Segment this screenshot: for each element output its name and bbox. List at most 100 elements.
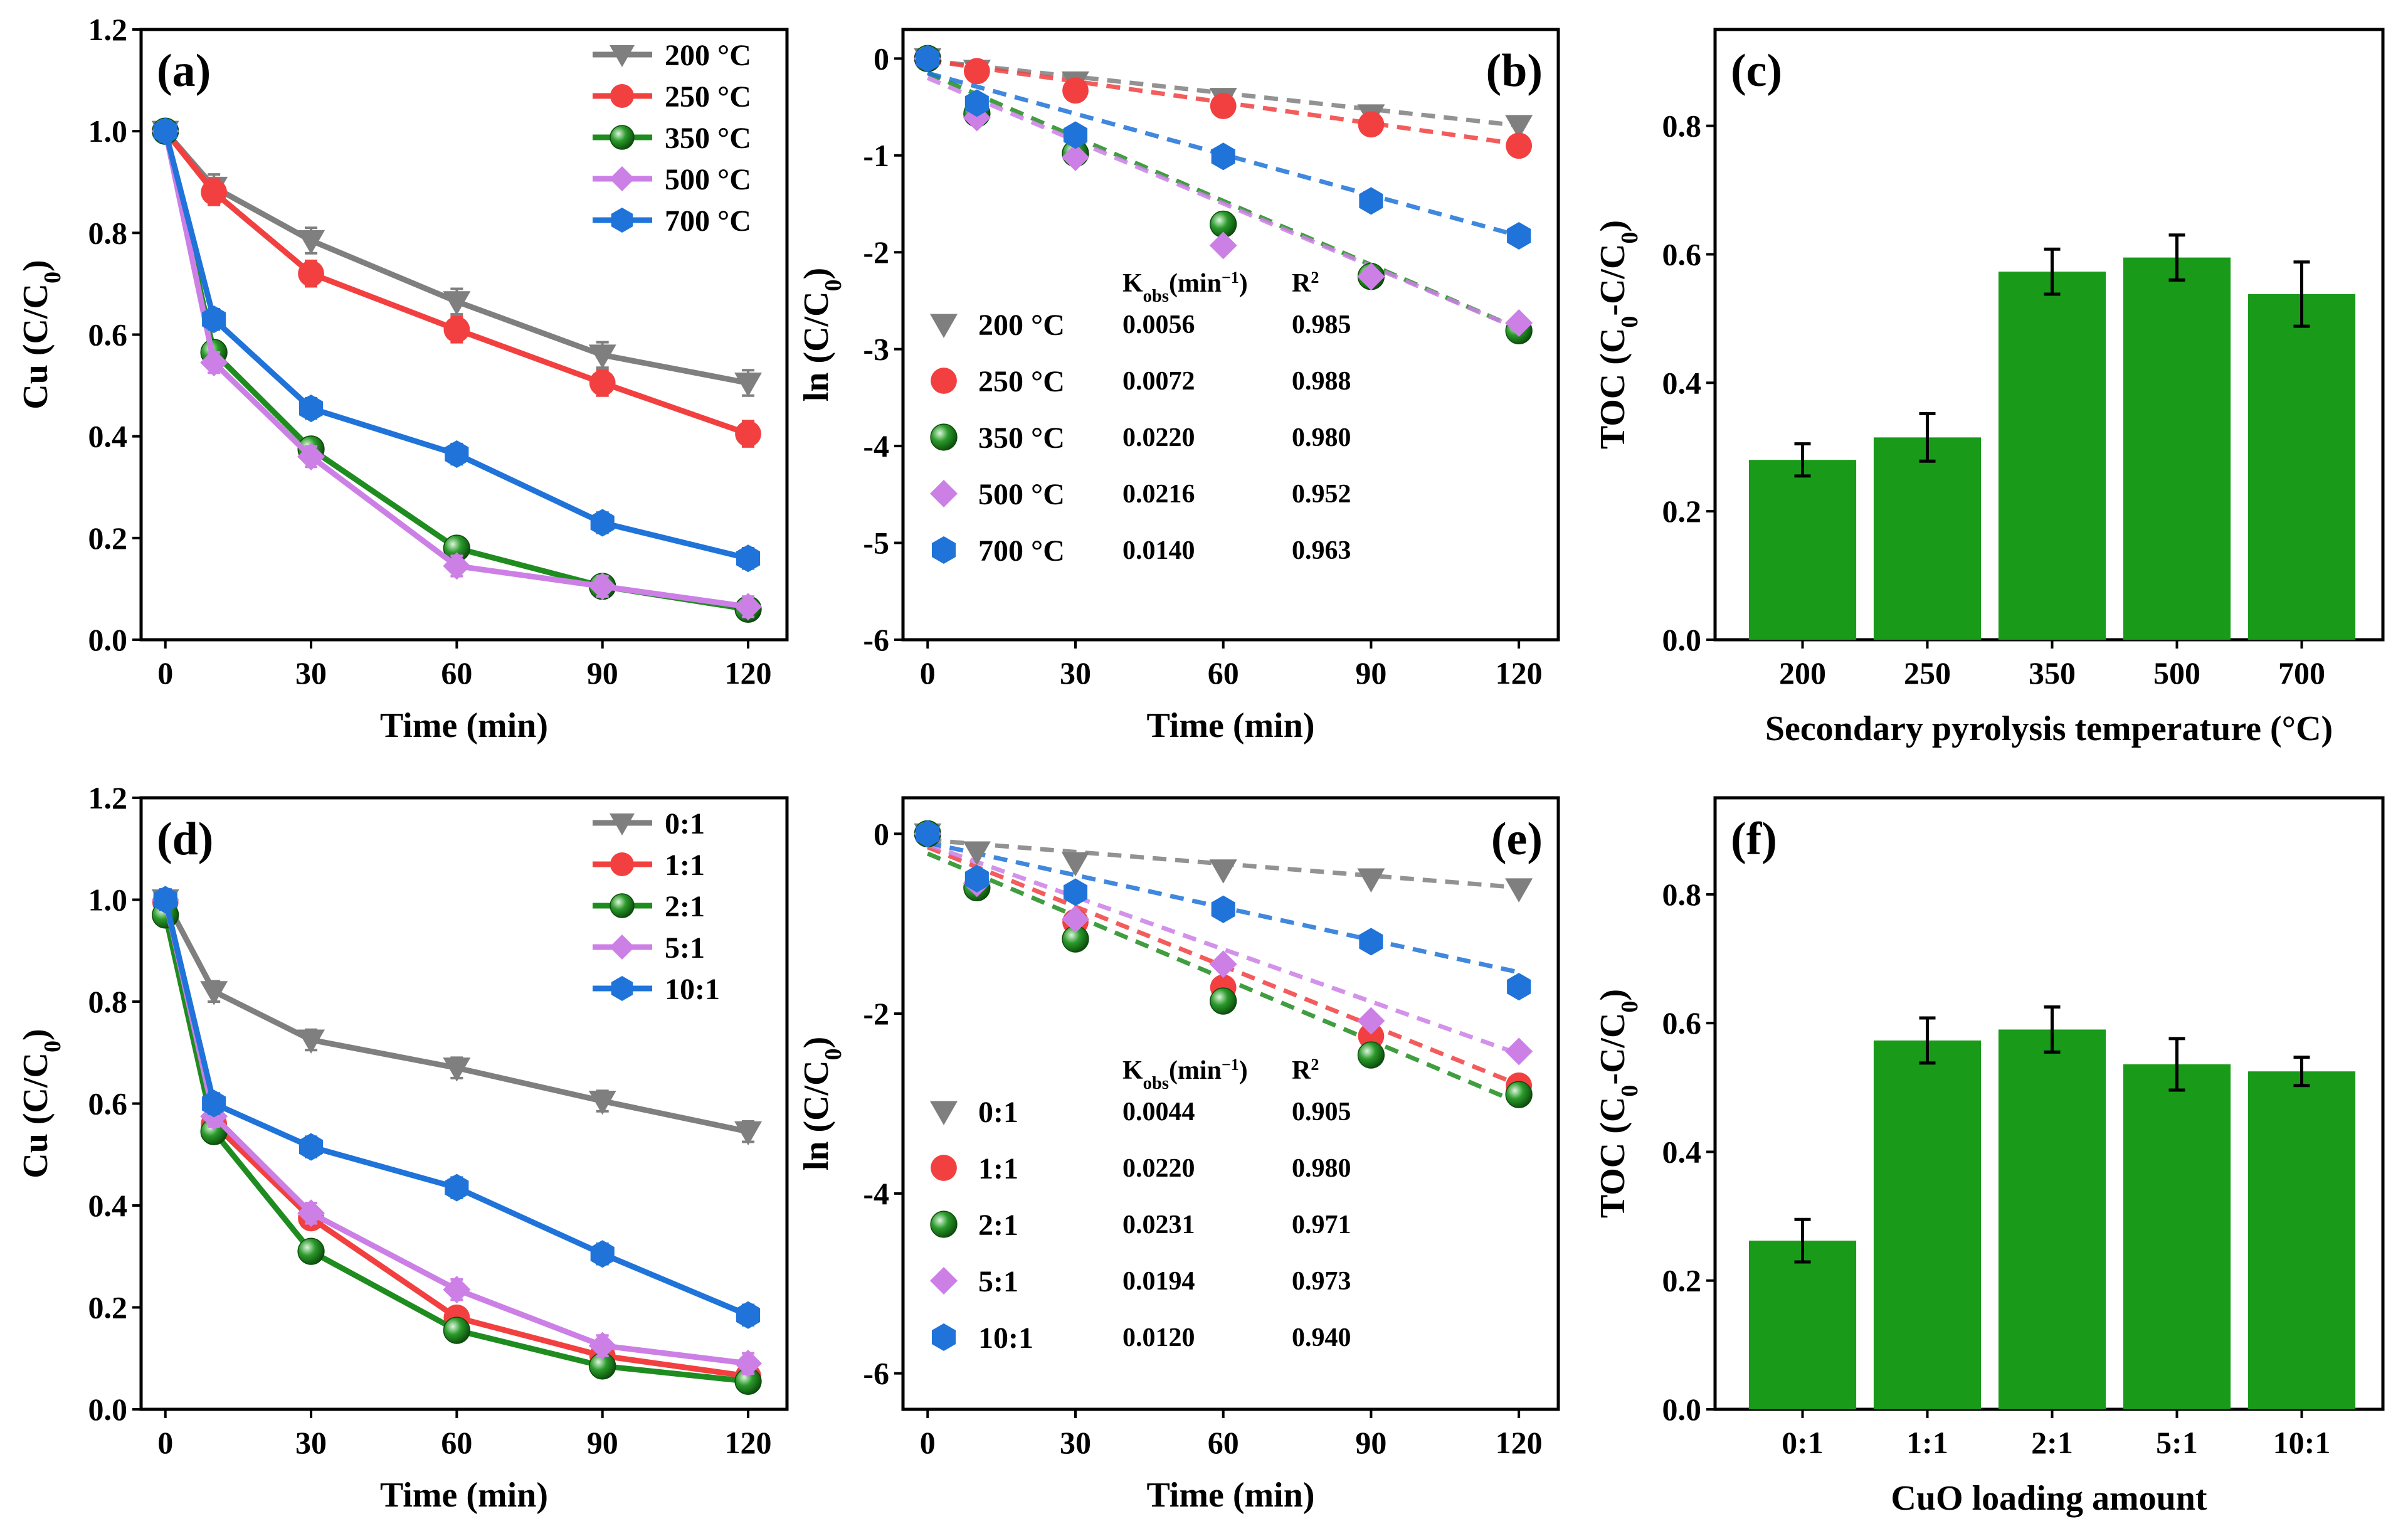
legend-marker xyxy=(610,45,635,67)
data-point xyxy=(1505,115,1533,139)
table-r2-value: 0.980 xyxy=(1292,423,1351,452)
x-tick-label: 0 xyxy=(920,1425,936,1460)
y-axis-label-part: ) xyxy=(1593,989,1632,1001)
table-k-value: 0.0220 xyxy=(1122,1154,1195,1183)
table-r2-value: 0.973 xyxy=(1292,1267,1351,1296)
series-2:1 xyxy=(914,820,1533,1108)
legend-label: 500 °C xyxy=(665,163,751,196)
legend-marker xyxy=(610,813,635,835)
table-header-k-part: K xyxy=(1122,1056,1143,1085)
table-header-r2-part: 2 xyxy=(1311,268,1319,287)
table-header-k-part: obs xyxy=(1143,287,1169,306)
table-r2-value: 0.980 xyxy=(1292,1154,1351,1183)
y-tick-label: 0 xyxy=(874,816,889,851)
y-tick-label: 0.2 xyxy=(88,1290,128,1325)
table-header-r2: R2 xyxy=(1292,1056,1319,1086)
data-point xyxy=(1062,77,1089,104)
data-point xyxy=(153,117,177,146)
legend-label: 1:1 xyxy=(665,849,705,882)
table-marker xyxy=(930,423,958,451)
data-point xyxy=(588,572,616,600)
data-point xyxy=(443,1276,471,1304)
legend-marker xyxy=(610,125,635,150)
table-marker xyxy=(930,1210,958,1238)
x-tick-label: 350 xyxy=(2029,655,2076,691)
data-point xyxy=(153,886,177,914)
data-point xyxy=(1507,973,1531,1001)
x-tick-label: 0 xyxy=(157,655,173,691)
y-tick-label: 0.4 xyxy=(1662,365,1702,400)
data-point xyxy=(1505,1037,1533,1066)
table-header-r2: R2 xyxy=(1292,268,1319,299)
data-point xyxy=(963,841,991,866)
data-point xyxy=(297,230,325,255)
legend-label: 0:1 xyxy=(665,807,705,840)
y-tick-label: 0.4 xyxy=(88,1188,128,1223)
y-axis-label-part: 0 xyxy=(40,272,66,283)
data-point xyxy=(734,593,763,621)
table-header-k-part: (min xyxy=(1169,269,1222,298)
table-header-k-part: ) xyxy=(1239,1056,1248,1085)
table-marker xyxy=(930,1101,958,1125)
panel-b-kinetics-temperature: 0 -1 -2 -3 -4 -5 -6 0 30 60 90 120 (b) Time (min) ln (… xyxy=(797,28,1560,745)
table-header-r2-part: R xyxy=(1292,269,1311,298)
data-point xyxy=(443,552,471,580)
table-header-k-part: −1 xyxy=(1222,1056,1239,1074)
axes-frame xyxy=(901,28,1560,642)
x-tick-label: 5:1 xyxy=(2156,1425,2198,1460)
data-point xyxy=(588,1090,616,1115)
data-point xyxy=(299,395,324,423)
x-tick-label: 120 xyxy=(1496,655,1543,691)
x-axis-label: Time (min) xyxy=(380,706,548,745)
x-tick-label: 90 xyxy=(1355,1425,1386,1460)
data-point xyxy=(734,1349,763,1377)
y-axis-label-part: ) xyxy=(16,1029,55,1041)
legend-label: 5:1 xyxy=(665,931,705,965)
table-marker xyxy=(931,1155,957,1181)
data-point xyxy=(1357,262,1385,290)
legend-label: 700 °C xyxy=(665,204,751,238)
data-point xyxy=(590,509,615,537)
legend-label: 250 °C xyxy=(665,80,751,114)
y-tick-label: 0.2 xyxy=(88,521,128,556)
bar-500 xyxy=(2123,257,2231,640)
data-point xyxy=(734,1121,763,1146)
y-tick-label: 0.0 xyxy=(88,622,128,657)
table-k-value: 0.0231 xyxy=(1122,1210,1195,1239)
y-tick-label: -4 xyxy=(863,1176,889,1211)
axes-frame xyxy=(901,796,1560,1411)
table-header-k-part: obs xyxy=(1143,1074,1169,1093)
data-point xyxy=(297,1029,325,1054)
y-axis-label: Cu (C/C0) xyxy=(16,260,66,409)
table-series-label: 10:1 xyxy=(978,1322,1033,1355)
data-point xyxy=(298,260,324,287)
legend-label: 200 °C xyxy=(665,39,751,72)
y-axis-label-part: 0 xyxy=(1617,1085,1643,1097)
panel-title: (e) xyxy=(1491,813,1543,865)
table-marker xyxy=(931,368,957,394)
x-tick-label: 250 xyxy=(1904,655,1951,691)
legend-marker xyxy=(610,935,635,960)
data-point xyxy=(1359,187,1383,215)
data-point xyxy=(964,89,989,117)
table-header-k-part: ) xyxy=(1239,269,1248,298)
y-tick-label: -5 xyxy=(863,526,889,561)
data-point xyxy=(297,1237,325,1265)
y-axis-label-part: Cu (C/C xyxy=(16,283,55,410)
table-header-r2-part: 2 xyxy=(1311,1056,1319,1074)
table-r2-value: 0.988 xyxy=(1292,367,1351,396)
data-point xyxy=(1505,1081,1533,1108)
y-axis-label: Cu (C/C0) xyxy=(16,1029,66,1178)
y-tick-label: 1.2 xyxy=(88,780,128,815)
y-tick-label: -1 xyxy=(863,138,889,173)
y-tick-label: 0.4 xyxy=(1662,1134,1702,1169)
y-tick-label: -2 xyxy=(863,996,889,1031)
x-tick-label: 60 xyxy=(441,655,472,691)
legend-marker xyxy=(610,852,634,876)
table-k-value: 0.0140 xyxy=(1122,536,1195,565)
series-line xyxy=(162,899,749,1318)
y-tick-label: 0.8 xyxy=(88,984,128,1019)
y-axis-label-part: 0 xyxy=(40,1041,66,1052)
legend-marker xyxy=(610,84,634,108)
x-axis-label: Time (min) xyxy=(380,1476,548,1515)
